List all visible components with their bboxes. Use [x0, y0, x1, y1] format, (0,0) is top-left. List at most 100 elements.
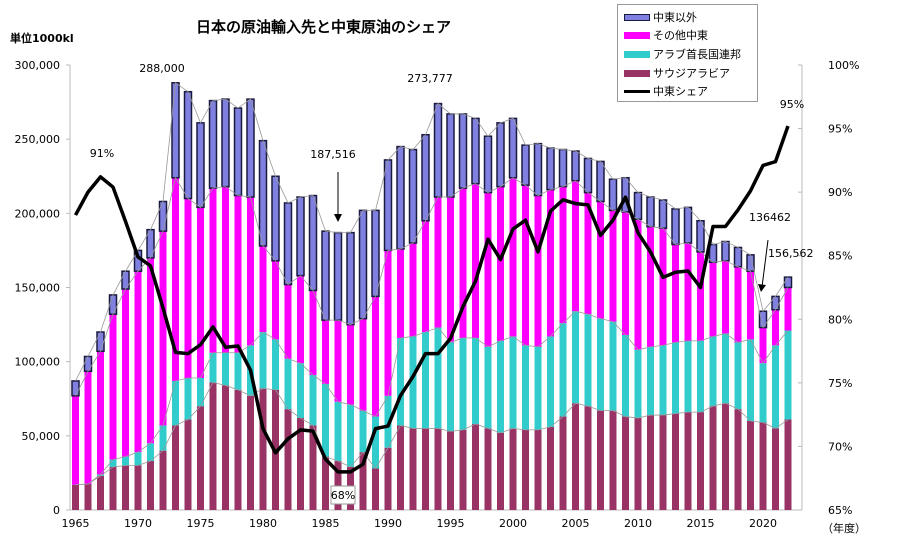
bar-中東以外-1981 — [271, 175, 280, 262]
bar-サウジアラビア-2002 — [534, 429, 542, 510]
bar-その他中東-1979 — [247, 197, 254, 346]
bar-サウジアラビア-2012 — [659, 415, 667, 510]
bar-アラブ首長国連邦-2005 — [572, 311, 579, 404]
bar-その他中東-1974 — [184, 198, 192, 378]
bar-サウジアラビア-2014 — [684, 412, 692, 510]
bar-その他中東-1981 — [272, 260, 279, 340]
bar-その他中東-2006 — [584, 192, 592, 315]
bar-中東以外-2006 — [583, 157, 593, 194]
share-line-series — [73, 125, 790, 474]
annotation-arrowhead-1986 — [334, 214, 342, 222]
annotation-peak-1994: 273,777 — [407, 72, 453, 85]
bar-中東以外-1965 — [71, 380, 80, 397]
bar-その他中東-1971 — [147, 257, 154, 444]
bar-アラブ首長国連邦-1989 — [372, 416, 379, 469]
bar-その他中東-2018 — [734, 266, 742, 343]
y-tick-label-left: 100,000 — [15, 356, 61, 369]
bar-中東以外-1975 — [196, 122, 205, 209]
x-tick-label: 1965 — [62, 517, 90, 530]
annotation-share-91: 91% — [90, 147, 114, 160]
x-tick-label: 2000 — [499, 517, 527, 530]
connector-アラブ首長国連邦 — [75, 310, 789, 486]
bar-アラブ首長国連邦-1969 — [122, 456, 129, 466]
bar-サウジアラビア-1991 — [397, 425, 404, 510]
bar-中東以外-1989 — [371, 209, 380, 298]
bar-その他中東-2000 — [509, 177, 517, 337]
bar-サウジアラビア-1990 — [384, 447, 392, 510]
bar-サウジアラビア-1983 — [297, 418, 304, 510]
bar-その他中東-2020 — [759, 327, 767, 364]
bar-サウジアラビア-2000 — [509, 428, 517, 510]
bar-アラブ首長国連邦-2018 — [734, 342, 742, 410]
bar-アラブ首長国連邦-1978 — [234, 352, 242, 390]
connector-サウジアラビア — [75, 381, 789, 486]
legend-label: アラブ首長国連邦 — [653, 48, 741, 61]
bar-アラブ首長国連邦-1980 — [259, 332, 267, 389]
bar-サウジアラビア-1972 — [159, 450, 167, 510]
bar-中東以外-2002 — [533, 142, 543, 197]
bar-中東以外-1992 — [408, 148, 418, 244]
legend-swatch-non-middle-east — [624, 13, 650, 21]
bar-アラブ首長国連邦-1995 — [447, 342, 454, 432]
bar-アラブ首長国連邦-1970 — [134, 452, 142, 466]
bar-アラブ首長国連邦-1987 — [347, 404, 354, 467]
bar-サウジアラビア-1997 — [472, 423, 479, 510]
bar-その他中東-1990 — [384, 250, 392, 396]
bar-アラブ首長国連邦-1994 — [434, 327, 442, 429]
bar-その他中東-1972 — [159, 231, 167, 426]
annotation-peak-1973: 288,000 — [139, 62, 185, 75]
bar-その他中東-2013 — [672, 244, 679, 343]
bar-中東以外-2003 — [546, 147, 555, 191]
bar-その他中東-2004 — [559, 186, 567, 324]
bar-中東以外-2012 — [658, 199, 668, 229]
y-tick-label-right: 85% — [828, 250, 852, 263]
bar-サウジアラビア-1975 — [197, 406, 204, 510]
bar-サウジアラビア-1992 — [409, 428, 417, 510]
legend-swatch-other-middle-east — [624, 31, 650, 39]
legend-swatch-middle-east-share — [624, 90, 650, 93]
bar-アラブ首長国連邦-2011 — [647, 346, 654, 416]
legend-item-middle-east-share: 中東シェア — [624, 83, 708, 99]
bar-中東以外-1993 — [421, 133, 430, 222]
bar-サウジアラビア-1974 — [184, 419, 192, 510]
bar-その他中東-1977 — [222, 186, 229, 353]
annotation-arrowhead-2020 — [758, 284, 766, 292]
y-tick-label-right: 65% — [828, 504, 852, 517]
bar-その他中東-1985 — [322, 320, 329, 384]
bar-サウジアラビア-2004 — [559, 416, 567, 510]
bar-中東以外-1978 — [233, 107, 243, 197]
legend-label: サウジアラビア — [653, 67, 730, 80]
bar-アラブ首長国連邦-2014 — [684, 340, 692, 413]
bar-サウジアラビア-2006 — [584, 406, 592, 510]
bar-サウジアラビア-2005 — [572, 403, 579, 510]
bar-その他中東-2022 — [784, 287, 792, 331]
x-tick-label: 2020 — [749, 517, 777, 530]
bar-その他中東-2021 — [772, 309, 779, 346]
bar-サウジアラビア-1984 — [309, 425, 317, 510]
bar-その他中東-1978 — [234, 195, 242, 353]
bar-中東以外-1987 — [346, 231, 355, 326]
x-tick-label: 1995 — [437, 517, 465, 530]
x-tick-label: 1990 — [374, 517, 402, 530]
legend-item-non-middle-east: 中東以外 — [624, 9, 697, 25]
bar-サウジアラビア-2003 — [547, 426, 554, 510]
y-tick-label-left: 300,000 — [15, 59, 61, 72]
bar-中東以外-1967 — [96, 331, 105, 353]
legend-label: 中東シェア — [653, 85, 708, 98]
bar-アラブ首長国連邦-2012 — [659, 345, 667, 416]
bar-中東以外-1983 — [296, 196, 305, 277]
bar-その他中東-2016 — [709, 262, 717, 337]
bar-その他中東-1983 — [297, 275, 304, 364]
bar-サウジアラビア-2016 — [709, 406, 717, 510]
y-tick-label-right: 100% — [828, 59, 859, 72]
bar-中東以外-2018 — [733, 246, 743, 268]
bar-アラブ首長国連邦-1988 — [359, 410, 367, 453]
bar-中東以外-2014 — [683, 206, 693, 244]
bar-中東以外-2010 — [633, 191, 643, 221]
share-line — [73, 125, 790, 474]
bar-アラブ首長国連邦-2020 — [759, 363, 767, 423]
bar-その他中東-1994 — [434, 197, 442, 328]
y-tick-label-right: 95% — [828, 123, 852, 136]
bar-サウジアラビア-1966 — [84, 484, 92, 510]
